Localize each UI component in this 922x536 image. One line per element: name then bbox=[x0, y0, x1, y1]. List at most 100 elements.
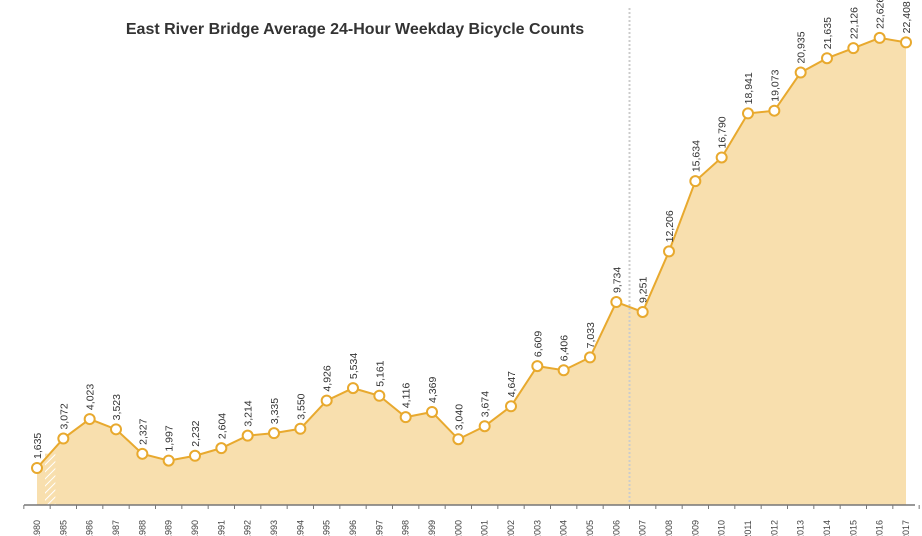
data-point bbox=[742, 107, 754, 120]
x-tick-label: 2002 bbox=[506, 520, 516, 536]
data-label: 12,206 bbox=[664, 210, 676, 242]
x-tick-label: 2008 bbox=[664, 520, 674, 536]
data-label: 3,072 bbox=[58, 403, 70, 429]
data-point bbox=[399, 411, 412, 424]
data-point bbox=[83, 413, 96, 426]
data-label: 5,534 bbox=[348, 353, 360, 379]
data-point bbox=[873, 31, 886, 44]
data-label: 18,941 bbox=[743, 72, 755, 104]
data-point bbox=[636, 305, 649, 318]
x-tick-label: 2017 bbox=[901, 520, 911, 536]
data-label: 21,635 bbox=[822, 17, 834, 49]
data-point bbox=[557, 364, 570, 377]
data-point bbox=[373, 389, 386, 402]
data-point bbox=[241, 429, 254, 442]
data-label: 7,033 bbox=[585, 322, 597, 348]
x-tick-label: 1995 bbox=[322, 520, 332, 536]
data-point bbox=[452, 433, 465, 446]
data-label: 1,635 bbox=[32, 433, 44, 459]
x-tick-label: 1989 bbox=[164, 520, 174, 536]
data-point bbox=[215, 442, 228, 455]
x-tick-label: 2005 bbox=[585, 520, 595, 536]
x-tick-label: 2003 bbox=[532, 520, 542, 536]
data-point bbox=[610, 296, 623, 309]
x-tick-label: 2016 bbox=[875, 520, 885, 536]
data-point bbox=[505, 400, 517, 413]
data-label: 3,335 bbox=[269, 398, 281, 424]
data-point bbox=[426, 405, 438, 418]
data-point bbox=[689, 175, 702, 188]
data-point bbox=[110, 423, 122, 436]
chart-title: East River Bridge Average 24-Hour Weekda… bbox=[126, 21, 584, 38]
area-fill bbox=[37, 37, 906, 506]
x-tick-label: 1980 bbox=[32, 520, 42, 536]
x-tick-label: 2006 bbox=[611, 520, 621, 536]
data-label: 2,604 bbox=[216, 413, 228, 439]
x-tick-label: 1996 bbox=[348, 520, 358, 536]
data-label: 6,609 bbox=[532, 331, 544, 357]
data-point bbox=[715, 151, 728, 164]
data-point bbox=[347, 382, 359, 395]
x-tick-label: 2014 bbox=[822, 520, 832, 536]
data-label: 1,997 bbox=[164, 425, 176, 451]
data-label: 4,023 bbox=[85, 384, 97, 410]
x-tick-label: 2012 bbox=[769, 520, 779, 536]
data-label: 3,040 bbox=[453, 404, 465, 430]
data-point bbox=[320, 394, 333, 407]
x-tick-label: 1985 bbox=[58, 520, 68, 536]
data-label: 3,674 bbox=[480, 391, 492, 417]
data-label: 22,126 bbox=[848, 7, 860, 39]
x-tick-label: 1987 bbox=[111, 520, 121, 536]
data-label: 3,550 bbox=[295, 393, 307, 419]
data-label: 2,232 bbox=[190, 420, 202, 446]
data-label: 4,926 bbox=[322, 365, 334, 391]
x-tick-label: 1988 bbox=[137, 520, 147, 536]
x-tick-label: 1993 bbox=[269, 520, 279, 536]
x-tick-label: 2009 bbox=[690, 520, 700, 536]
x-tick-label: 1992 bbox=[243, 520, 253, 536]
x-tick-label: 2007 bbox=[638, 520, 648, 536]
x-tick-label: 1990 bbox=[190, 520, 200, 536]
data-point bbox=[57, 432, 70, 445]
x-tick-label: 1998 bbox=[401, 520, 411, 536]
data-point bbox=[162, 454, 175, 467]
data-label: 5,161 bbox=[374, 360, 386, 386]
data-label: 6,406 bbox=[559, 335, 571, 361]
data-label: 9,251 bbox=[638, 277, 650, 303]
x-tick-label: 2010 bbox=[717, 520, 727, 536]
data-label: 3,523 bbox=[111, 394, 123, 420]
data-label: 22,626 bbox=[875, 0, 887, 29]
data-point bbox=[31, 461, 43, 474]
x-tick-label: 2001 bbox=[480, 520, 490, 536]
data-point bbox=[794, 66, 807, 79]
data-label: 4,647 bbox=[506, 371, 518, 397]
data-label: 19,073 bbox=[769, 69, 781, 101]
data-label: 22,408 bbox=[901, 1, 913, 33]
data-label: 2,327 bbox=[137, 418, 149, 444]
data-label: 4,116 bbox=[401, 383, 413, 409]
x-tick-label: 2015 bbox=[848, 520, 858, 536]
data-label: 15,634 bbox=[690, 140, 702, 172]
data-point bbox=[478, 420, 491, 433]
x-tick-label: 1994 bbox=[295, 520, 305, 536]
series-line bbox=[36, 36, 907, 469]
data-point bbox=[584, 351, 596, 364]
data-point bbox=[768, 104, 781, 117]
data-point bbox=[189, 449, 201, 462]
data-label: 16,790 bbox=[717, 116, 729, 148]
data-label: 9,734 bbox=[611, 267, 623, 293]
data-label: 3,214 bbox=[243, 400, 255, 426]
x-tick-label: 2013 bbox=[796, 520, 806, 536]
data-point bbox=[531, 360, 544, 373]
data-point bbox=[847, 42, 860, 55]
x-tick-label: 1997 bbox=[374, 520, 384, 536]
x-tick-label: 1999 bbox=[427, 520, 437, 536]
data-point bbox=[663, 245, 675, 258]
x-tick-label: 1986 bbox=[85, 520, 95, 536]
data-label: 4,369 bbox=[427, 377, 439, 403]
data-point bbox=[821, 52, 833, 65]
data-point bbox=[900, 36, 912, 49]
data-point bbox=[136, 447, 149, 460]
x-tick-label: 1991 bbox=[216, 520, 226, 536]
